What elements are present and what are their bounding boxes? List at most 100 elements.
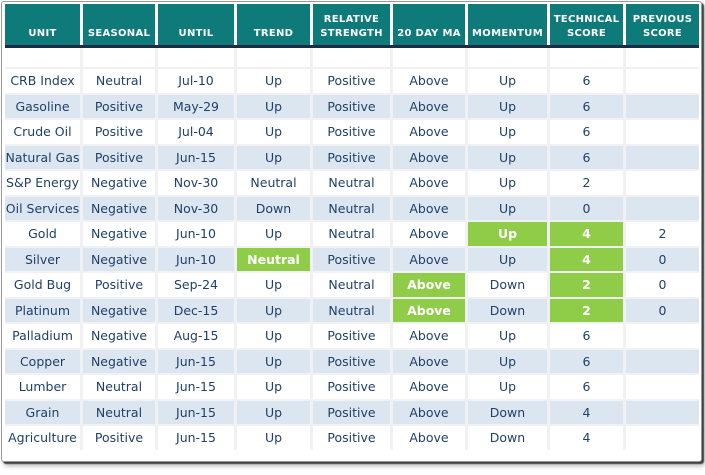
cell-ma20: Above [393,298,465,322]
cell-ma20: Above [393,273,465,297]
cell-until: Jun-15 [158,145,234,169]
cell-relative_strength: Positive [313,400,390,424]
spacer-cell-unit [5,48,80,67]
cell-unit: Platinum [5,298,80,322]
cell-momentum: Up [468,349,547,373]
column-header-relative_strength: RELATIVE STRENGTH [313,4,390,45]
cell-until: Jul-10 [158,69,234,93]
cell-until: Jun-15 [158,426,234,450]
cell-seasonal: Negative [83,247,155,271]
cell-previous_score [626,426,699,450]
cell-technical_score: 4 [550,426,623,450]
cell-seasonal: Neutral [83,69,155,93]
cell-previous_score: 0 [626,273,699,297]
cell-relative_strength: Neutral [313,196,390,220]
cell-seasonal: Positive [83,273,155,297]
cell-trend: Up [237,120,310,144]
cell-momentum: Up [468,324,547,348]
column-header-previous_score: PREVIOUS SCORE [626,4,699,45]
cell-trend: Neutral [237,171,310,195]
cell-momentum: Down [468,426,547,450]
cell-momentum: Down [468,273,547,297]
cell-previous_score [626,324,699,348]
cell-technical_score: 2 [550,171,623,195]
cell-unit: Natural Gas [5,145,80,169]
cell-until: Nov-30 [158,171,234,195]
cell-technical_score: 6 [550,349,623,373]
cell-momentum: Up [468,145,547,169]
cell-trend: Up [237,426,310,450]
cell-until: Jun-15 [158,349,234,373]
cell-unit: Gold [5,222,80,246]
cell-relative_strength: Neutral [313,171,390,195]
cell-relative_strength: Positive [313,120,390,144]
cell-seasonal: Negative [83,349,155,373]
cell-previous_score [626,94,699,118]
cell-until: Dec-15 [158,298,234,322]
cell-previous_score [626,69,699,93]
header-underline [5,45,699,48]
cell-previous_score: 2 [626,222,699,246]
cell-unit: Agriculture [5,426,80,450]
cell-until: Jun-10 [158,222,234,246]
cell-momentum: Up [468,171,547,195]
cell-unit: Copper [5,349,80,373]
cell-previous_score [626,349,699,373]
cell-ma20: Above [393,69,465,93]
cell-technical_score: 6 [550,69,623,93]
cell-momentum: Up [468,222,547,246]
cell-ma20: Above [393,375,465,399]
cell-relative_strength: Positive [313,426,390,450]
spacer-cell-seasonal [83,48,155,67]
cell-trend: Up [237,400,310,424]
cell-relative_strength: Neutral [313,298,390,322]
cell-ma20: Above [393,94,465,118]
cell-until: Jun-15 [158,400,234,424]
cell-technical_score: 6 [550,94,623,118]
cell-technical_score: 4 [550,247,623,271]
cell-ma20: Above [393,145,465,169]
cell-momentum: Up [468,120,547,144]
column-header-seasonal: SEASONAL [83,4,155,45]
column-header-ma20: 20 DAY MA [393,4,465,45]
cell-unit: Gold Bug [5,273,80,297]
cell-ma20: Above [393,120,465,144]
cell-unit: Crude Oil [5,120,80,144]
cell-relative_strength: Positive [313,349,390,373]
cell-ma20: Above [393,171,465,195]
spacer-cell-previous_score [626,48,699,67]
cell-until: Jun-15 [158,375,234,399]
cell-seasonal: Positive [83,94,155,118]
cell-seasonal: Negative [83,324,155,348]
cell-momentum: Up [468,375,547,399]
table-header-row: UNIT SEASONAL UNTIL TREND RELATIVE STRENGTH 2… [5,4,699,45]
cell-seasonal: Negative [83,298,155,322]
cell-trend: Up [237,324,310,348]
column-header-until: UNTIL [158,4,234,45]
cell-unit: S&P Energy [5,171,80,195]
cell-relative_strength: Neutral [313,222,390,246]
cell-unit: Oil Services [5,196,80,220]
cell-technical_score: 0 [550,196,623,220]
column-header-unit: UNIT [5,4,80,45]
cell-ma20: Above [393,247,465,271]
cell-previous_score [626,120,699,144]
cell-seasonal: Negative [83,222,155,246]
spacer-cell-ma20 [393,48,465,67]
cell-technical_score: 6 [550,375,623,399]
cell-until: May-29 [158,94,234,118]
cell-trend: Up [237,94,310,118]
column-header-trend: TREND [237,4,310,45]
cell-seasonal: Positive [83,145,155,169]
cell-trend: Down [237,196,310,220]
cell-seasonal: Negative [83,196,155,220]
cell-trend: Up [237,375,310,399]
cell-unit: Lumber [5,375,80,399]
table-body: CRB Index Neutral Jul-10 Up Positive Above Up 6… [5,48,699,450]
cell-unit: Palladium [5,324,80,348]
cell-previous_score [626,375,699,399]
cell-ma20: Above [393,426,465,450]
cell-previous_score: 0 [626,298,699,322]
cell-technical_score: 6 [550,145,623,169]
cell-previous_score: 0 [626,247,699,271]
